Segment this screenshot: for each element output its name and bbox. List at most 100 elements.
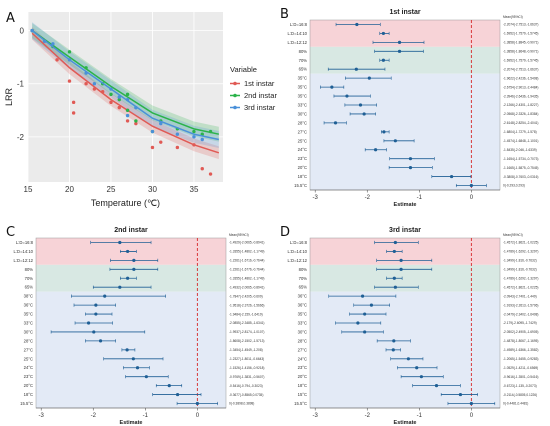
row-label: 25°C xyxy=(24,356,33,361)
row-label: 70% xyxy=(25,276,34,281)
estimate-point xyxy=(381,31,385,36)
band-temperature xyxy=(310,73,500,190)
ci-value-text: -1.4929(-2.0065,-0.8941) xyxy=(229,241,264,245)
data-point xyxy=(71,100,76,105)
data-point xyxy=(84,82,88,86)
data-point xyxy=(192,135,196,139)
data-point xyxy=(55,58,59,62)
estimate-point xyxy=(92,330,96,334)
ci-value-text: -1.9622(-2.4236,-1.5408) xyxy=(503,76,538,80)
ci-value-text: -1.9937(-2.8174,-1.0107) xyxy=(229,330,264,334)
row-label: 23°C xyxy=(24,374,33,379)
estimate-point xyxy=(408,157,413,161)
x-axis-label: Estimate xyxy=(394,420,417,426)
estimate-point xyxy=(434,384,439,388)
data-point xyxy=(208,172,213,176)
legend-label: 1st instar xyxy=(244,79,275,88)
x-tick-label: 35 xyxy=(190,185,199,194)
estimate-point xyxy=(333,121,338,125)
row-label: 35°C xyxy=(298,94,307,99)
legend-marker xyxy=(233,81,237,86)
estimate-point xyxy=(118,285,122,289)
ci-value-text: -1.2065(-1.5455,-0.9283) xyxy=(503,357,538,361)
data-point xyxy=(159,121,163,126)
estimate-point xyxy=(345,94,349,98)
row-label: L:D=14:10 xyxy=(288,31,308,36)
ci-header: Mean(95%CI) xyxy=(503,15,523,19)
row-label: 36°C xyxy=(298,303,307,308)
x-tick-label: -2 xyxy=(91,413,97,419)
row-label: 35°C xyxy=(298,76,307,81)
ci-value-text: -1.2261(-1.6716,-0.7644) xyxy=(229,259,264,263)
ci-header: Mean(95%CI) xyxy=(503,233,523,237)
row-label: L:D=16:8 xyxy=(16,240,34,245)
data-point xyxy=(30,28,34,33)
ci-value-text: -0.2114(-0.5805,0.1226) xyxy=(503,393,537,397)
ci-value-text: -1.3499(-1.816,-0.7632) xyxy=(503,259,537,263)
row-label: 28°C xyxy=(298,120,307,125)
estimate-point xyxy=(382,130,386,134)
ci-value-text: -2.6754(-2.9013,-2.4484) xyxy=(503,85,538,89)
ci-value-text: -1.4878(-1.8067,-1.1695) xyxy=(503,339,538,343)
row-label: L:D=12:12 xyxy=(14,258,34,263)
x-tick-label: 15 xyxy=(24,185,33,194)
data-point xyxy=(150,145,155,150)
estimate-point xyxy=(367,76,371,80)
row-label: 30°C xyxy=(298,329,307,334)
data-point xyxy=(134,119,138,123)
ci-value-text: -1.9518(-2.3726,-1.5666) xyxy=(229,303,264,307)
ci-value-text: -1.2261(-1.6776,-0.7644) xyxy=(229,268,264,272)
estimate-point xyxy=(167,384,171,388)
data-point xyxy=(134,121,138,126)
data-point xyxy=(51,42,55,46)
row-label: 36°C xyxy=(298,294,307,299)
panel-c: C 2nd instar Mean(95%CI) L:D=16:8 -1.4929(-2… xyxy=(6,225,264,426)
estimate-point xyxy=(86,321,91,325)
row-label: 20°C xyxy=(298,374,307,379)
data-point xyxy=(125,92,130,97)
estimate-point xyxy=(103,294,107,298)
row-label: 70% xyxy=(299,276,308,281)
panel-letter-c: C xyxy=(6,225,15,240)
ci-value-text: -1.6952(-1.7579,-1.5745) xyxy=(503,32,538,36)
estimate-point xyxy=(132,267,136,271)
data-point xyxy=(109,92,113,97)
estimate-point xyxy=(118,240,122,245)
row-label: 18°C xyxy=(298,174,307,179)
row-label: 33°C xyxy=(298,321,307,326)
ci-value-text: -2.0568(-2.3326,-1.8384) xyxy=(503,112,538,116)
panel-a: A 15 20 25 30 35 0 -1 -2 Temperature (℃) LRR Variab… xyxy=(4,11,277,208)
data-point xyxy=(125,108,130,112)
row-label: 25°C xyxy=(298,138,307,143)
estimate-point xyxy=(415,366,419,370)
row-label: 70% xyxy=(299,58,308,63)
data-point xyxy=(200,167,204,171)
ci-value-text: -1.3355(-1.4862,-1.1749) xyxy=(229,250,264,254)
estimate-point xyxy=(391,348,395,352)
estimate-point xyxy=(135,366,140,370)
data-point xyxy=(67,58,72,62)
estimate-point xyxy=(195,401,199,406)
ci-value-text: -1.3499(-1.816,-0.7632) xyxy=(503,268,537,272)
x-tick-label: 30 xyxy=(148,185,157,194)
estimate-point xyxy=(330,85,334,89)
row-label: 15.5°C xyxy=(294,183,307,188)
ci-value-text: -1.9193(-2.2613,-1.5706) xyxy=(503,303,538,307)
fit-line xyxy=(31,32,220,154)
row-label: 65% xyxy=(299,67,308,72)
row-label: 20°C xyxy=(24,383,33,388)
estimate-point xyxy=(406,357,410,361)
x-tick-label: -3 xyxy=(39,413,45,419)
row-label: 15°C xyxy=(298,392,307,397)
ci-value-text: -0.9769(-1.3831,-0.5607) xyxy=(229,375,264,379)
estimate-point xyxy=(393,139,397,143)
ci-value-text: -1.9484(-2.159,-1.6419) xyxy=(229,312,263,316)
data-point xyxy=(42,39,47,43)
row-label: L:D=14:10 xyxy=(288,249,308,254)
ci-header: Mean(95%CI) xyxy=(229,233,249,237)
legend-label: 3rd instar xyxy=(244,103,276,112)
band-temperature xyxy=(310,291,500,408)
x-tick-label: 20 xyxy=(65,185,74,194)
ci-value-text: -2.1266(-2.4301,-1.8227) xyxy=(503,103,538,107)
ci-value-text: -2.2074(-2.7513,-1.6637) xyxy=(503,67,538,71)
